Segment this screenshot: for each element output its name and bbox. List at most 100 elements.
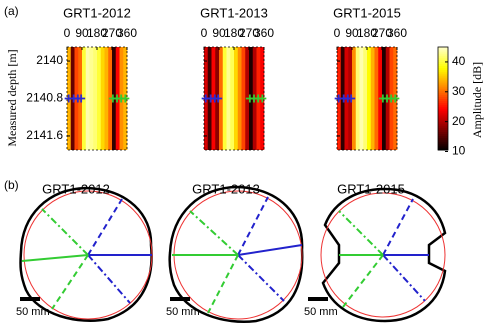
x-tick-label: 360 xyxy=(387,26,407,40)
y-tick-label: 2140 xyxy=(36,53,63,67)
colorbar-step xyxy=(438,123,448,126)
colorbar-step xyxy=(438,73,448,77)
x-tick-label: 180 xyxy=(357,26,377,40)
colorbar-step xyxy=(438,71,448,75)
section-title: GRT1-2012 xyxy=(42,181,110,196)
colorbar-step xyxy=(438,67,448,71)
section-title: GRT1-2013 xyxy=(192,181,260,196)
heatmap-cell xyxy=(226,47,231,150)
colorbar-step xyxy=(438,92,448,95)
colorbar-step xyxy=(438,61,448,64)
x-tick-label: 270 xyxy=(372,26,392,40)
colorbar-step xyxy=(438,127,448,130)
x-tick-label: 90 xyxy=(212,26,226,40)
heatmap-cell xyxy=(100,47,105,150)
colorbar-step xyxy=(438,65,448,69)
colorbar-step xyxy=(438,63,448,67)
heatmap-cell xyxy=(241,47,246,150)
cross-section xyxy=(320,187,447,323)
marker xyxy=(391,94,400,103)
section-title: GRT1-2015 xyxy=(337,181,405,196)
x-tick-label: 270 xyxy=(102,26,122,40)
colorbar-step xyxy=(438,104,448,108)
colorbar-step xyxy=(438,135,448,139)
colorbar-step xyxy=(438,77,448,81)
colorbar-step xyxy=(438,110,448,114)
colorbar-step xyxy=(438,59,448,62)
panel-label: (a) xyxy=(4,4,19,18)
marker xyxy=(121,94,130,103)
heatmap-cell xyxy=(237,47,242,150)
y-axis-label: Measured depth [m] xyxy=(5,49,19,146)
chart-title: GRT1-2013 xyxy=(200,5,268,20)
colorbar-tick-label: 40 xyxy=(452,54,466,68)
heatmap-cell xyxy=(374,47,379,150)
colorbar-step xyxy=(438,88,448,91)
scale-label: 50 mm xyxy=(16,306,50,318)
heatmap-cell xyxy=(370,47,375,150)
heatmap-cell xyxy=(104,47,109,150)
colorbar-step xyxy=(438,47,448,50)
colorbar-step xyxy=(438,55,448,58)
colorbar-step xyxy=(438,125,448,128)
x-tick-label: 270 xyxy=(239,26,259,40)
colorbar-step xyxy=(438,108,448,112)
heatmap-cell xyxy=(93,47,98,150)
x-tick-label: 180 xyxy=(224,26,244,40)
x-tick-label: 360 xyxy=(254,26,274,40)
colorbar-step xyxy=(438,51,448,54)
colorbar-tick-label: 30 xyxy=(452,84,466,98)
scale-bar xyxy=(308,297,328,301)
cross-section xyxy=(168,185,304,323)
colorbar-step xyxy=(438,131,448,135)
heatmap-cell xyxy=(234,47,239,150)
colorbar-tick-label: 20 xyxy=(452,114,466,128)
x-tick-label: 360 xyxy=(117,26,137,40)
scale-label: 50 mm xyxy=(304,306,338,318)
chart-title: GRT1-2012 xyxy=(63,5,131,20)
x-tick-label: 0 xyxy=(334,26,341,40)
heatmap-cell xyxy=(363,47,368,150)
colorbar-frame xyxy=(437,46,449,151)
colorbar-step xyxy=(438,114,448,118)
heatmap-cell xyxy=(359,47,364,150)
colorbar-step xyxy=(438,98,448,102)
marker xyxy=(77,94,86,103)
x-tick-label: 90 xyxy=(75,26,89,40)
heatmap-cell xyxy=(85,47,90,150)
x-tick-label: 0 xyxy=(64,26,71,40)
colorbar-step xyxy=(438,86,448,89)
colorbar-step xyxy=(438,119,448,122)
colorbar-tick-label: 10 xyxy=(452,144,466,158)
colorbar-step xyxy=(438,90,448,93)
heatmap-cell xyxy=(367,47,372,150)
heatmap-cell xyxy=(230,47,235,150)
heatmap-cell xyxy=(89,47,94,150)
colorbar-step xyxy=(438,147,448,151)
colorbar-step xyxy=(438,117,448,120)
colorbar-step xyxy=(438,75,448,79)
chart-title: GRT1-2015 xyxy=(333,5,401,20)
scale-bar xyxy=(20,297,40,301)
marker xyxy=(258,94,267,103)
colorbar-step xyxy=(438,141,448,145)
marker xyxy=(214,94,223,103)
heatmap-cell xyxy=(222,47,227,150)
colorbar-step xyxy=(438,84,448,87)
colorbar-step xyxy=(438,53,448,56)
colorbar-step xyxy=(438,143,448,147)
x-tick-label: 0 xyxy=(201,26,208,40)
colorbar-step xyxy=(438,139,448,143)
colorbar-step xyxy=(438,69,448,73)
colorbar-step xyxy=(438,145,448,149)
colorbar-step xyxy=(438,129,448,132)
colorbar-step xyxy=(438,94,448,97)
marker xyxy=(347,94,356,103)
colorbar-label: Amplitude [dB] xyxy=(470,62,484,138)
x-tick-label: 180 xyxy=(87,26,107,40)
y-tick-label: 2140.8 xyxy=(26,91,63,105)
colorbar-step xyxy=(438,102,448,106)
heatmap-cell xyxy=(355,47,360,150)
heatmap-cell xyxy=(97,47,102,150)
